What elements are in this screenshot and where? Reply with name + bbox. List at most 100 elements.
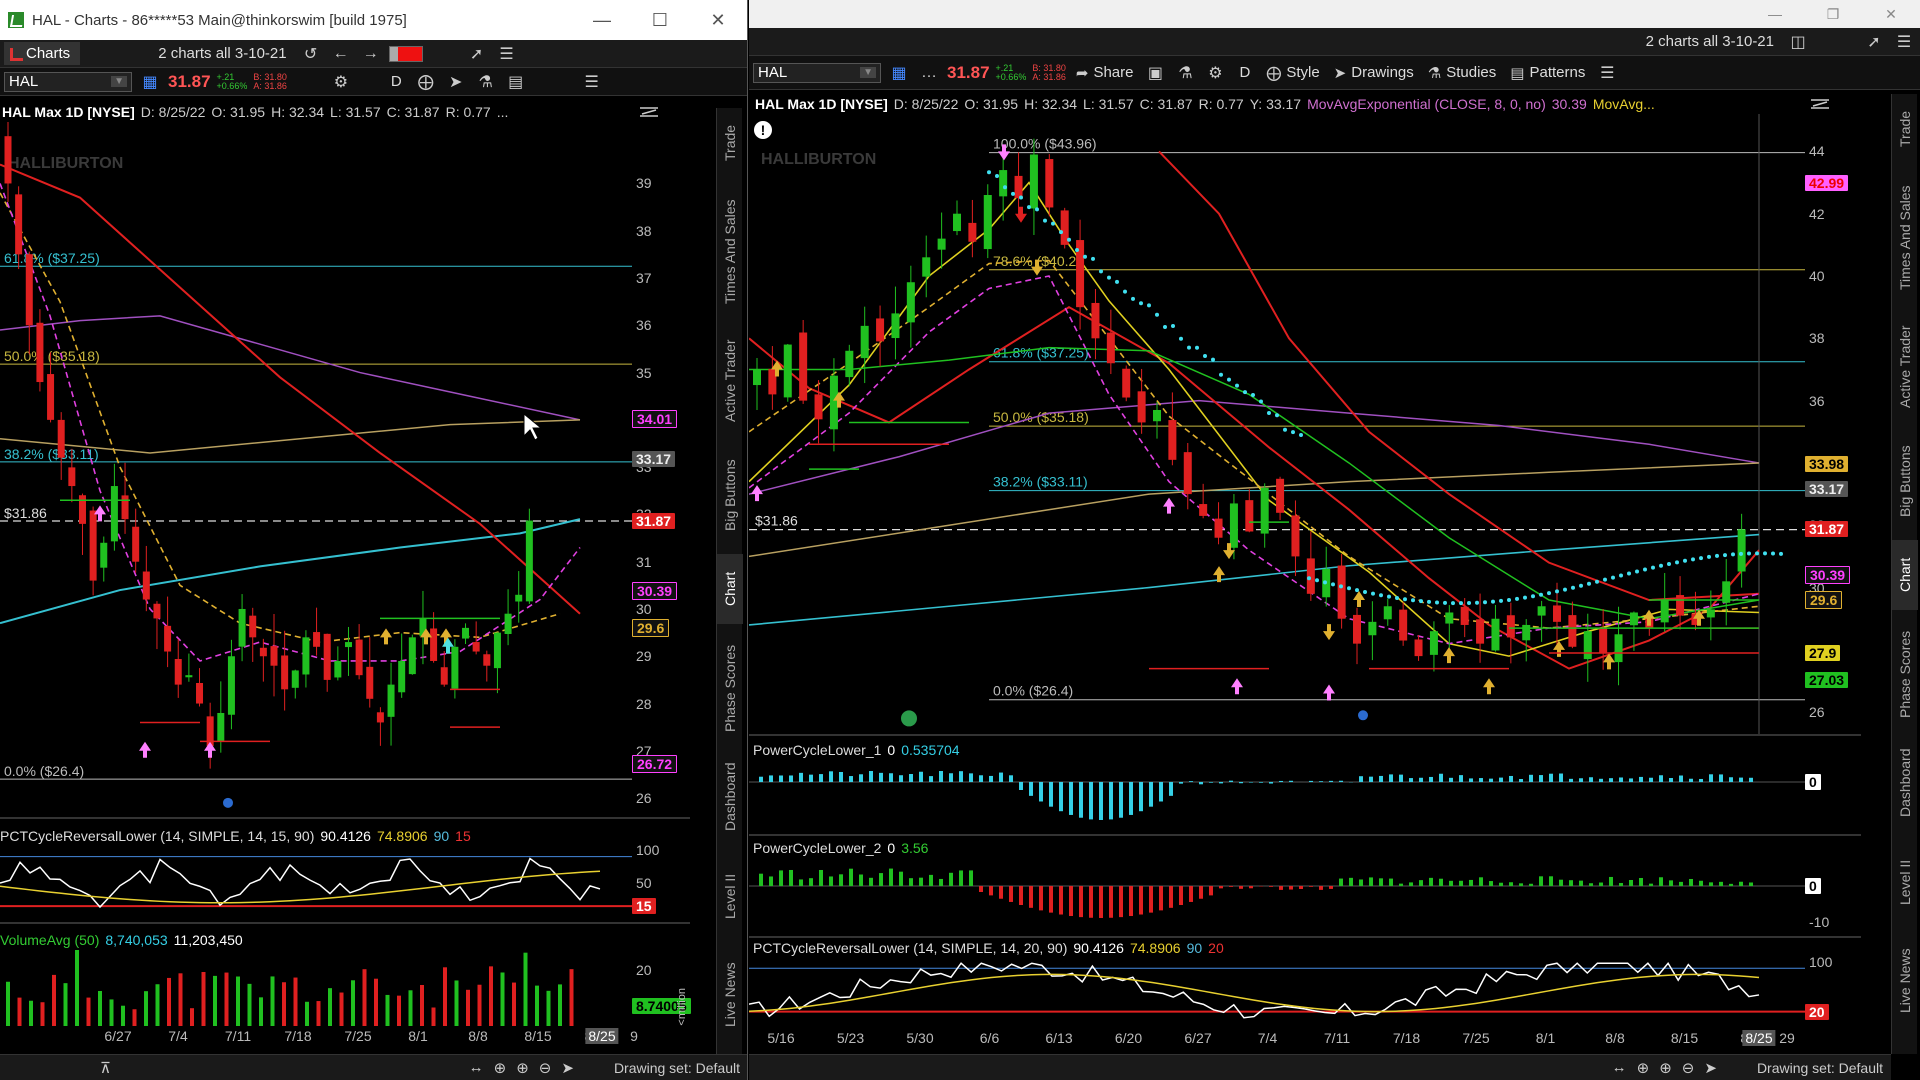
- side-tab-dashboard[interactable]: Dashboard: [1897, 748, 1913, 818]
- crosshair-icon[interactable]: ⊕: [493, 1059, 507, 1077]
- side-tab-trade[interactable]: Trade: [722, 124, 738, 162]
- collapse-icon[interactable]: ⊼: [100, 1059, 111, 1077]
- grid-layout-label[interactable]: 2 charts all 3-10-21: [158, 45, 287, 62]
- undo-icon[interactable]: ↺: [303, 45, 318, 63]
- restore-icon[interactable]: ❐: [1826, 5, 1840, 22]
- patterns-icon[interactable]: ▤: [508, 73, 524, 91]
- menu-icon[interactable]: ☰: [584, 73, 599, 91]
- price-axis-left[interactable]: 393837363534333231302928272634.0133.1731…: [632, 122, 690, 817]
- zoom-in-icon[interactable]: ⊕: [1659, 1059, 1672, 1077]
- side-tab-live-news[interactable]: Live News: [1897, 948, 1913, 1014]
- chevron-down-icon[interactable]: ▼: [111, 76, 127, 87]
- pan-icon[interactable]: ↔: [1611, 1059, 1627, 1076]
- forward-arrow-icon[interactable]: →: [362, 44, 379, 62]
- crosshair-icon[interactable]: ⊕: [1636, 1059, 1650, 1077]
- maximize-icon[interactable]: ☐: [651, 9, 669, 30]
- layout-icon[interactable]: ◫: [1790, 33, 1806, 51]
- auto-scale-icon[interactable]: [1809, 96, 1831, 112]
- side-tab-big-buttons[interactable]: Big Buttons: [722, 459, 738, 531]
- flask-icon[interactable]: ⚗: [1178, 64, 1193, 82]
- power-cycle-2-pane[interactable]: [749, 858, 1805, 936]
- auto-scale-icon[interactable]: [638, 104, 660, 120]
- cursor-icon[interactable]: ➤: [449, 73, 463, 91]
- side-tab-level-ii[interactable]: Level II: [722, 873, 738, 919]
- back-arrow-icon[interactable]: ←: [332, 44, 349, 62]
- zoom-out-icon[interactable]: ⊖: [538, 1059, 552, 1077]
- side-tab-times-and-sales[interactable]: Times And Sales: [1897, 185, 1913, 291]
- volume-pane-left[interactable]: [0, 950, 632, 1026]
- zoom-out-icon[interactable]: ⊖: [1681, 1059, 1695, 1077]
- flask-icon[interactable]: ⚗: [478, 73, 493, 91]
- side-tab-chart[interactable]: Chart: [1892, 540, 1918, 610]
- fib-label: 100.0% ($43.96): [993, 136, 1097, 152]
- side-tab-active-trader[interactable]: Active Trader: [1897, 325, 1913, 409]
- side-tab-live-news[interactable]: Live News: [722, 962, 738, 1028]
- link-color-swatch[interactable]: [388, 45, 423, 62]
- study-label-pct-cycle[interactable]: PCTCycleReversalLower (14, SIMPLE, 14, 1…: [0, 828, 471, 844]
- time-axis-left[interactable]: 6/277/47/117/187/258/18/88/158/228/259: [0, 1026, 690, 1046]
- study-label-pct-cycle-right[interactable]: PCTCycleReversalLower (14, SIMPLE, 14, 2…: [753, 940, 1224, 956]
- price-axis-right[interactable]: 4442403836343230282642.9933.9833.1731.87…: [1805, 114, 1861, 734]
- menu-icon[interactable]: ☰: [499, 45, 514, 63]
- cursor-icon[interactable]: ➤: [1704, 1059, 1717, 1077]
- gear-icon[interactable]: ⚙: [333, 73, 349, 91]
- close-icon[interactable]: ✕: [710, 9, 726, 30]
- side-tab-active-trader[interactable]: Active Trader: [722, 339, 738, 423]
- price-chart-left[interactable]: 61.8% ($37.25)50.0% ($35.18)38.2% ($33.1…: [0, 122, 632, 817]
- minimize-icon[interactable]: —: [1768, 6, 1782, 22]
- side-tab-times-and-sales[interactable]: Times And Sales: [722, 199, 738, 305]
- study-label-volume[interactable]: VolumeAvg (50) 8,740,053 11,203,450: [0, 932, 243, 948]
- ema-study-label[interactable]: MovAvgExponential (CLOSE, 8, 0, no): [1307, 96, 1546, 112]
- aggregation-button[interactable]: D: [390, 73, 402, 90]
- link-icon[interactable]: ▦: [891, 64, 907, 82]
- study-label-power-cycle-1[interactable]: PowerCycleLower_1 0 0.535704: [753, 742, 960, 758]
- header-more[interactable]: ...: [496, 104, 509, 120]
- grid-layout-label[interactable]: 2 charts all 3-10-21: [1645, 33, 1774, 50]
- pin-icon[interactable]: ➚: [469, 45, 484, 63]
- pin-icon[interactable]: ➚: [1867, 33, 1881, 51]
- more-icon[interactable]: …: [921, 63, 937, 81]
- aggregation-button[interactable]: D: [1239, 64, 1251, 81]
- window-titlebar-right[interactable]: — ❐ ✕: [749, 0, 1920, 28]
- side-tab-level-ii[interactable]: Level II: [1897, 859, 1913, 905]
- symbol-input[interactable]: HAL ▼: [4, 71, 132, 92]
- charts-tab[interactable]: Charts: [4, 42, 81, 65]
- patterns-button[interactable]: ▤ Patterns: [1510, 64, 1586, 82]
- pan-icon[interactable]: ↔: [468, 1059, 484, 1076]
- cursor-icon[interactable]: ➤: [561, 1059, 574, 1077]
- side-tab-big-buttons[interactable]: Big Buttons: [1897, 445, 1913, 517]
- studies-button[interactable]: ⚗ Studies: [1427, 64, 1497, 82]
- chevron-down-icon[interactable]: ▼: [860, 67, 876, 78]
- side-tab-phase-scores[interactable]: Phase Scores: [1897, 630, 1913, 718]
- side-tab-chart[interactable]: Chart: [717, 554, 743, 624]
- drawings-button[interactable]: ➤ Drawings: [1333, 64, 1414, 82]
- pct-cycle-pane-left[interactable]: [0, 846, 632, 920]
- power-cycle-bar: [1179, 782, 1183, 784]
- side-tab-trade[interactable]: Trade: [1897, 110, 1913, 148]
- drawing-set-label[interactable]: Drawing set: Default: [613, 1059, 740, 1076]
- time-axis-right[interactable]: 5/16 5/23 5/30 6/6 6/13 6/20 6/27 7/4 7/11 7/18 7/…: [749, 1028, 1861, 1048]
- zoom-in-icon[interactable]: ⊕: [516, 1059, 529, 1077]
- info-icon[interactable]: !: [753, 120, 773, 140]
- study-label-power-cycle-2[interactable]: PowerCycleLower_2 0 3.56: [753, 840, 929, 856]
- close-icon[interactable]: ✕: [1885, 5, 1897, 22]
- side-tab-phase-scores[interactable]: Phase Scores: [722, 644, 738, 732]
- menu-icon[interactable]: ☰: [1600, 64, 1615, 82]
- gear-icon[interactable]: ⚙: [1208, 64, 1223, 82]
- power-cycle-1-pane[interactable]: [749, 760, 1805, 832]
- menu-icon[interactable]: ☰: [1896, 33, 1912, 51]
- drawing-set-label[interactable]: Drawing set: Default: [1756, 1059, 1883, 1076]
- minimize-icon[interactable]: —: [593, 9, 611, 30]
- window-titlebar[interactable]: HAL - Charts - 86*****53 Main@thinkorswi…: [0, 0, 747, 40]
- side-tab-dashboard[interactable]: Dashboard: [722, 762, 738, 832]
- camera-icon[interactable]: ▣: [1147, 64, 1164, 82]
- style-button[interactable]: ⨁ Style: [1266, 64, 1320, 82]
- crosshair-icon[interactable]: ⨁: [417, 73, 434, 91]
- pct-cycle-pane-right[interactable]: [749, 958, 1805, 1028]
- study-more[interactable]: MovAvg...: [1592, 96, 1655, 112]
- power-cycle-bar: [929, 874, 933, 886]
- share-button[interactable]: ➦ Share: [1075, 64, 1134, 82]
- link-icon[interactable]: ▦: [142, 73, 158, 91]
- symbol-input[interactable]: HAL ▼: [753, 62, 881, 83]
